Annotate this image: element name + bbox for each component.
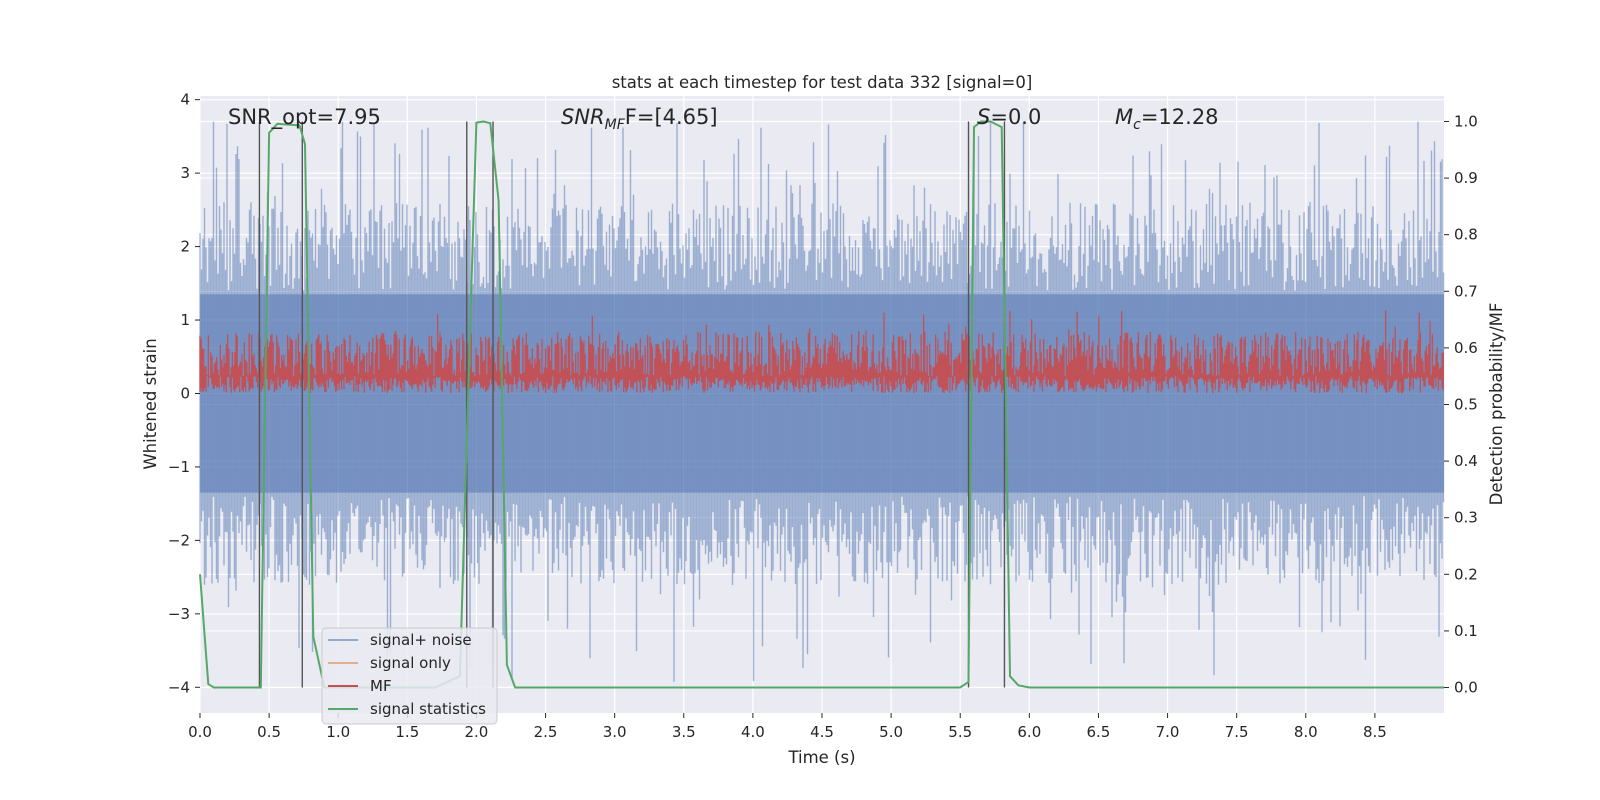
y-tick-label: −4 [168,678,190,696]
y-tick-label: −2 [168,531,190,549]
x-tick-label: 2.0 [465,723,489,741]
y2-tick-label: 0.1 [1454,622,1478,640]
y2-tick-label: 0.9 [1454,169,1478,187]
y-tick-label: 2 [180,238,190,256]
signal-noise-trace [199,121,1445,682]
y2-tick-label: 0.6 [1454,339,1478,357]
y2-axis-ticks: 1.0 0.9 0.8 0.7 0.6 0.5 0.4 0.3 0.2 0.1 0.0 [1444,112,1478,697]
x-tick-label: 8.5 [1363,723,1387,741]
y-tick-label: −1 [168,458,190,476]
x-tick-label: 4.5 [810,723,834,741]
x-tick-label: 2.5 [534,723,558,741]
legend-label-signal-only: signal only [370,654,451,672]
y-tick-label: 4 [180,91,190,109]
x-axis-ticks: 0.0 0.5 1.0 1.5 2.0 2.5 3.0 3.5 4.0 4.5 5.0 5.5 6.0 6… [188,713,1387,741]
y-tick-label: 3 [180,164,190,182]
y2-axis-label: Detection probability/MF [1487,303,1506,506]
mf-line [199,310,1444,394]
y2-tick-label: 0.5 [1454,396,1478,414]
x-tick-label: 1.0 [326,723,350,741]
x-tick-label: 7.0 [1156,723,1180,741]
x-tick-label: 6.5 [1087,723,1111,741]
y2-tick-label: 1.0 [1454,112,1478,130]
signal-noise-band [200,294,1444,493]
x-tick-label: 5.0 [879,723,903,741]
x-tick-label: 7.5 [1225,723,1249,741]
y-tick-label: 0 [180,384,190,402]
x-tick-label: 8.0 [1294,723,1318,741]
x-axis-label: Time (s) [787,748,855,767]
legend: signal+ noise signal only MF signal stat… [321,627,498,725]
y2-tick-label: 0.7 [1454,282,1478,300]
legend-label-signal-statistics: signal statistics [370,700,486,718]
legend-label-mf: MF [370,677,392,695]
snr-mf-annotation: SNRMFF=[4.65] [561,105,718,133]
legend-box [321,627,498,725]
snr-opt-annotation: SNR_opt=7.95 [228,105,381,130]
mc-annotation: Mc=12.28 [1115,105,1219,133]
y2-tick-label: 0.4 [1454,452,1478,470]
s-annotation: S=0.0 [977,105,1041,129]
x-tick-label: 0.5 [257,723,281,741]
x-tick-label: 1.5 [395,723,419,741]
x-tick-label: 4.0 [741,723,765,741]
y-axis-label: Whitened strain [141,338,160,469]
signal-statistics-trace [199,120,1444,689]
x-tick-label: 3.0 [603,723,627,741]
mf-trace [199,310,1444,394]
y2-tick-label: 0.2 [1454,565,1478,583]
y-axis-ticks: 4 3 2 1 0 −1 −2 −3 −4 [168,91,200,696]
y2-tick-label: 0.3 [1454,509,1478,527]
y2-tick-label: 0.8 [1454,226,1478,244]
chart-title: stats at each timestep for test data 332… [612,73,1033,92]
legend-label-signal-noise: signal+ noise [370,631,472,649]
y-tick-label: 1 [180,311,190,329]
x-tick-label: 6.0 [1017,723,1041,741]
x-tick-label: 3.5 [672,723,696,741]
x-tick-label: 5.5 [948,723,972,741]
y-tick-label: −3 [168,605,190,623]
y2-tick-label: 0.0 [1454,679,1478,697]
signal-statistics-line [199,120,1444,689]
x-tick-label: 0.0 [188,723,212,741]
